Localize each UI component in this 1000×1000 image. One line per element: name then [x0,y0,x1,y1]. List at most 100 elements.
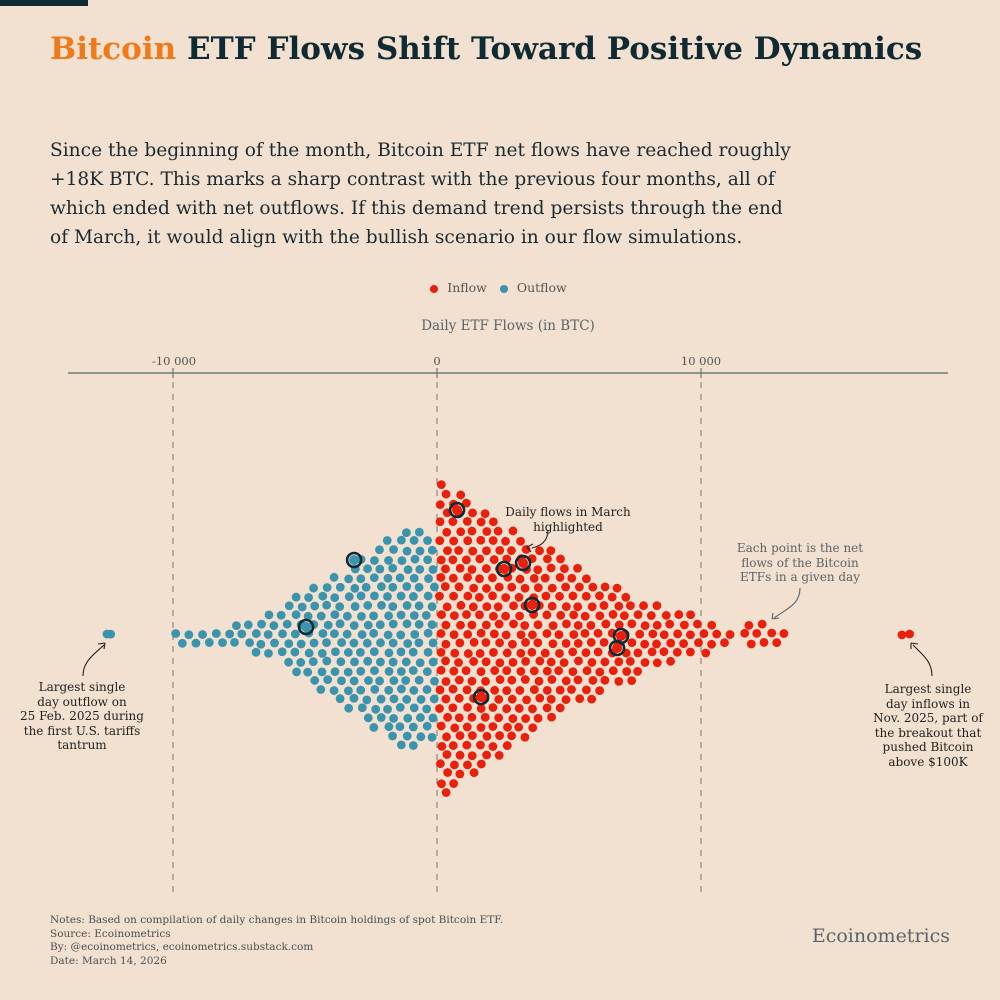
footer-notes: Notes: Based on compilation of daily cha… [50,914,503,968]
inflow-point [640,621,650,631]
inflow-point [533,565,543,575]
outflow-point [337,638,347,647]
inflow-point [450,648,460,658]
inflow-point [587,658,597,667]
outflow-point [349,638,359,648]
outflow-point [389,714,398,723]
inflow-point [587,694,597,704]
inflow-point [456,490,466,500]
inflow-point [542,703,552,713]
outflow-point [370,666,379,676]
legend: Inflow Outflow [0,280,1000,295]
outflow-point [401,676,411,685]
outflow-point [414,601,424,611]
inflow-point [454,582,464,592]
outflow-point [423,555,433,565]
march-point [452,505,463,515]
march-point [612,643,623,653]
march-point [518,558,529,568]
inflow-point [441,788,451,797]
inflow-point [502,741,512,750]
inflow-point [528,630,537,640]
outflow-point [375,620,385,630]
inflow-point [488,536,498,545]
inflow-point [555,648,564,658]
outflow-point [343,648,353,657]
inflow-point [443,712,453,722]
outflow-point [375,676,384,686]
title-rest: ETF Flows Shift Toward Positive Dynamics [176,31,923,67]
outflow-point [356,591,366,601]
x-axis-title: Daily ETF Flows (in BTC) [421,318,595,334]
inflow-point [666,638,676,648]
outflow-point [402,582,412,591]
inflow-point [640,658,650,667]
outflow-point [304,648,314,658]
inflow-point [462,517,472,526]
inflow-point [455,731,465,740]
inflow-point [442,602,452,612]
inflow-point [559,564,569,574]
inflow-point [463,649,473,658]
outflow-point [384,722,394,732]
inflow-point [488,703,498,712]
inflow-point [449,630,459,640]
outflow-point [396,684,406,694]
inflow-point [619,611,629,621]
outflow-point [388,657,398,667]
inflow-point [707,620,717,630]
outflow-point [356,685,366,695]
tick-label: -10 000 [151,354,197,368]
inflow-point [527,647,537,657]
inflow-point [441,489,451,499]
outflow-point [256,639,266,649]
outflow-point [282,619,292,629]
outflow-point [422,704,432,714]
inflow-point [482,602,492,612]
outflow-point [344,574,354,584]
outflow-point [428,657,438,667]
inflow-point [436,665,446,675]
inflow-point [541,591,551,601]
inflow-point [593,628,603,638]
inflow-point [515,611,525,621]
inflow-point [561,582,571,592]
inflow-point [547,583,557,593]
outflow-point [422,667,432,677]
inflow-point [712,629,722,639]
outflow-point [430,676,439,686]
inflow-point [475,610,484,620]
inflow-point [569,630,579,639]
inflow-point [599,601,609,610]
outflow-point [370,556,379,565]
inflow-point [614,620,624,630]
inflow-point [588,582,598,592]
inflow-point [436,573,446,582]
inflow-point [461,498,471,508]
inflow-point [593,647,603,657]
inflow-point [495,638,505,648]
inflow-point [600,582,610,592]
inflow-point [436,629,446,638]
legend-label: Outflow [516,280,567,295]
outflow-point [409,611,419,620]
outflow-point [375,545,384,555]
inflow-point [595,611,605,621]
inflow-point [522,695,531,705]
outflow-point [415,713,425,722]
inflow-point [685,630,695,640]
outflow-point [191,638,201,648]
outflow-point [396,740,406,750]
outflow-point [383,592,392,601]
inflow-point [535,693,545,703]
inflow-point [475,574,484,584]
outflow-point [310,676,320,685]
outflow-point [388,619,398,629]
outflow-point [263,630,273,639]
outflow-point [402,546,412,556]
inflow-point [481,564,491,573]
inflow-point [488,742,498,751]
inflow-point [685,647,695,657]
inflow-point [622,667,632,676]
inflow-point [463,591,473,601]
